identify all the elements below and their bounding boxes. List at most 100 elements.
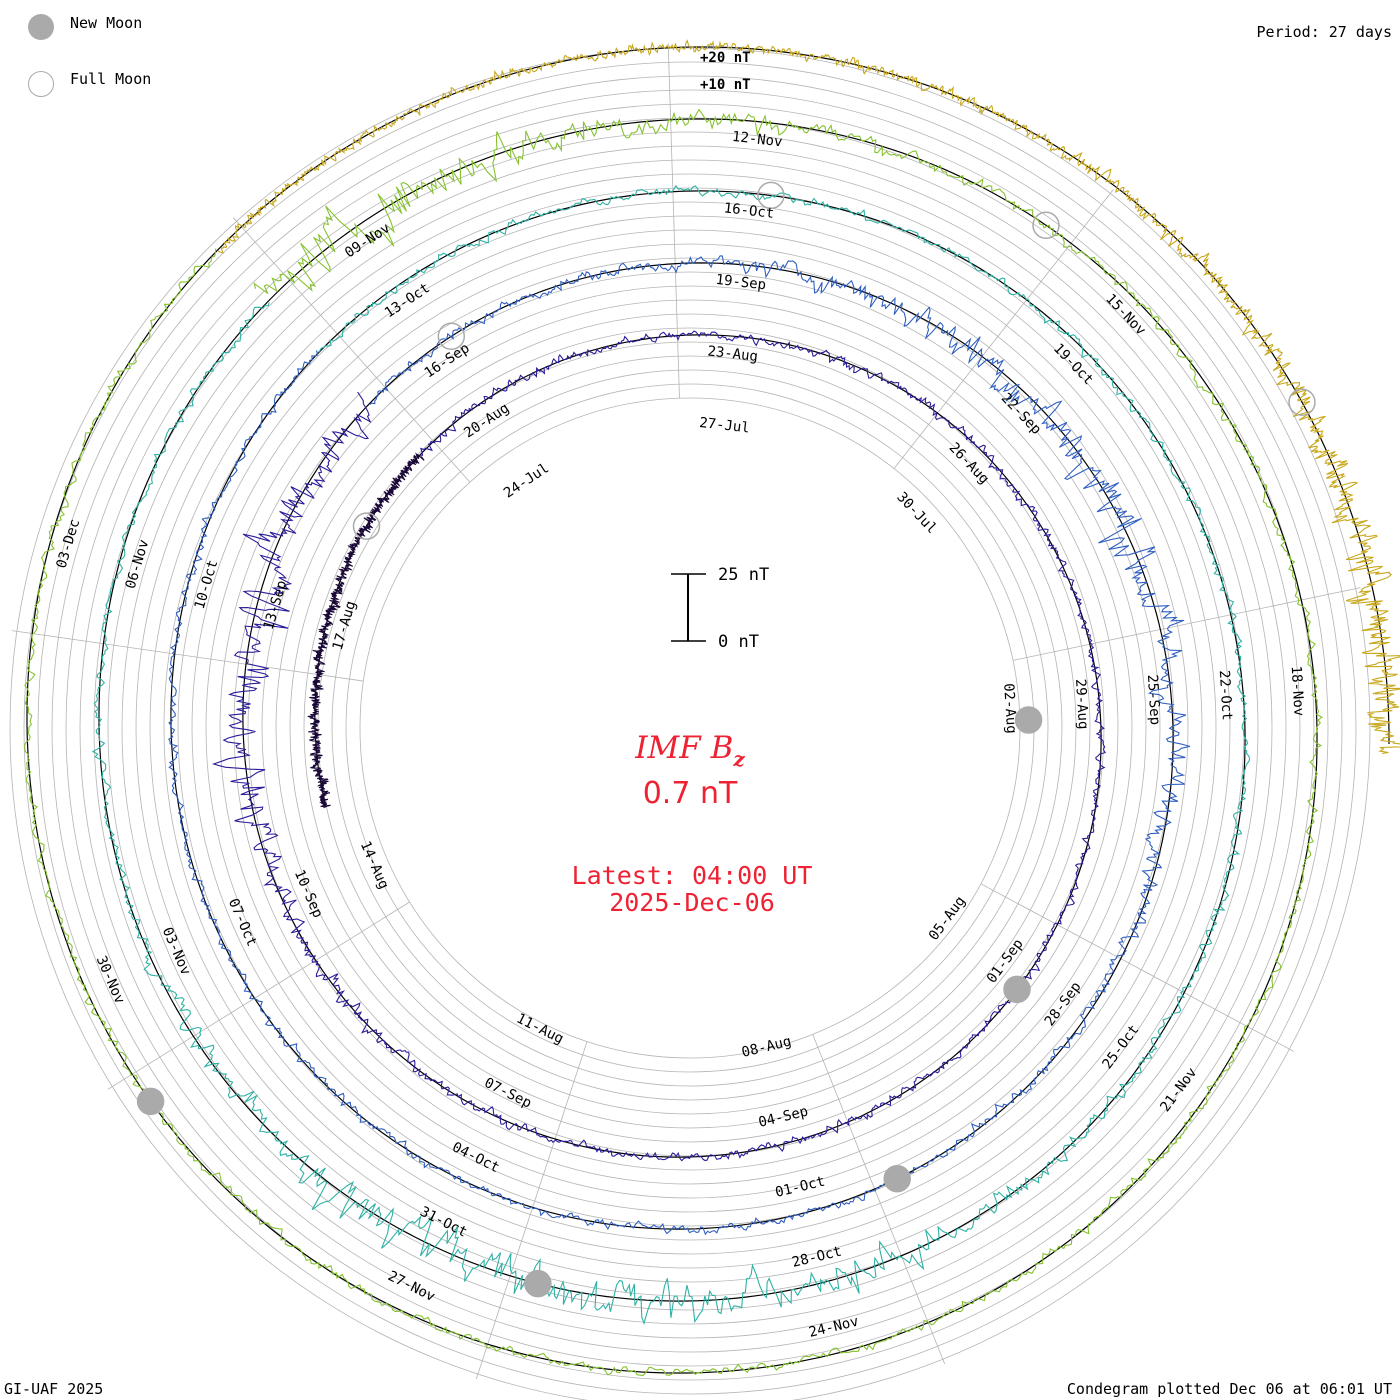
- latest-time: Latest: 04:00 UT: [572, 861, 813, 890]
- trace-rotation-4: [24, 108, 1324, 1377]
- imf-title: IMF Bz: [634, 730, 745, 771]
- grid-circle: [205, 243, 1175, 1213]
- moon-layer: [136, 181, 1316, 1298]
- center-text: IMF Bz 0.7 nT Latest: 04:00 UT 2025-Dec-…: [572, 730, 813, 917]
- date-label: 22-Sep: [998, 390, 1044, 438]
- date-label: 16-Oct: [723, 200, 775, 222]
- imf-title-main: IMF B: [634, 730, 733, 766]
- new-moon-label: New Moon: [70, 14, 143, 32]
- date-label: 30-Nov: [93, 954, 128, 1007]
- new-moon-marker: [136, 1087, 165, 1116]
- date-label: 20-Aug: [461, 400, 512, 441]
- scale-bar: 25 nT 0 nT: [671, 565, 769, 652]
- grid-circle: [275, 313, 1105, 1143]
- grid-layer: [9, 43, 1390, 1400]
- full-moon-marker: [1288, 388, 1316, 416]
- date-label: 01-Oct: [774, 1174, 827, 1201]
- grid-circle: [149, 187, 1231, 1269]
- date-label: 14-Aug: [357, 839, 392, 892]
- grid-circle: [163, 201, 1217, 1255]
- grid-spoke: [11, 630, 364, 682]
- latest-date: 2025-Dec-06: [609, 888, 775, 917]
- date-label: 06-Nov: [123, 538, 153, 591]
- new-moon-marker: [524, 1269, 552, 1298]
- date-label: 13-Oct: [382, 280, 433, 321]
- date-label: 10-Oct: [192, 558, 222, 611]
- new-moon-marker: [883, 1164, 911, 1193]
- date-label: 02-Aug: [1000, 683, 1019, 734]
- date-label: 29-Aug: [1072, 678, 1091, 729]
- date-label: 24-Nov: [807, 1314, 860, 1341]
- grid-circle: [135, 173, 1245, 1283]
- date-label: 28-Oct: [791, 1244, 844, 1271]
- date-label: 04-Oct: [449, 1139, 501, 1176]
- grid-spoke: [893, 189, 1114, 469]
- grid-spoke: [107, 901, 410, 1090]
- full-moon-marker: [437, 322, 466, 351]
- full-moon-icon: [28, 71, 54, 97]
- grid-circle: [345, 383, 1035, 1073]
- grid-spoke: [980, 883, 1295, 1052]
- date-label: 30-Jul: [893, 489, 939, 537]
- grid-spoke: [232, 217, 471, 483]
- period-label: Period: 27 days: [1256, 23, 1392, 41]
- ref-labels: +20 nT +10 nT: [700, 50, 751, 93]
- date-label: 12-Nov: [731, 129, 783, 151]
- grid-circle: [303, 341, 1077, 1115]
- imf-title-sub: z: [732, 747, 745, 771]
- date-label: 25-Sep: [1144, 674, 1163, 725]
- grid-circle: [289, 327, 1091, 1129]
- date-label: 15-Nov: [1102, 291, 1148, 339]
- ref-label-20: +20 nT: [700, 50, 751, 66]
- date-label: 19-Sep: [715, 272, 767, 294]
- full-moon-marker: [352, 512, 381, 540]
- new-moon-icon: [28, 14, 54, 40]
- grid-circle: [317, 355, 1063, 1101]
- new-moon-marker: [1014, 706, 1043, 734]
- footer-plotted: Condegram plotted Dec 06 at 06:01 UT: [1066, 1380, 1392, 1398]
- ref-label-10: +10 nT: [700, 77, 751, 93]
- full-moon-marker: [1032, 211, 1060, 240]
- grid-spoke: [475, 1041, 588, 1379]
- trace-rotation-3: [91, 184, 1251, 1325]
- grid-spoke: [1012, 587, 1361, 661]
- grid-circle: [261, 299, 1119, 1157]
- date-label: 22-Oct: [1216, 670, 1235, 721]
- date-label: 10-Sep: [291, 868, 326, 921]
- grid-circle: [247, 285, 1133, 1171]
- grid-circle: [51, 89, 1329, 1367]
- trace-rotation-1: [211, 330, 1107, 1162]
- grid-circle: [331, 369, 1049, 1087]
- grid-spoke: [812, 1034, 946, 1365]
- trace-rotation-5: [217, 39, 1400, 755]
- date-label: 05-Aug: [926, 893, 969, 943]
- grid-circle: [93, 131, 1287, 1325]
- grid-circle: [23, 61, 1357, 1395]
- trace-rotation-2: [168, 255, 1191, 1236]
- date-label: 11-Aug: [514, 1010, 566, 1047]
- grid-circle: [37, 75, 1343, 1381]
- trace-layer: [24, 39, 1400, 1377]
- scale-min-label: 0 nT: [718, 632, 759, 652]
- date-label: 03-Nov: [159, 925, 194, 978]
- grid-circle: [65, 103, 1315, 1353]
- grid-circle: [359, 397, 1021, 1059]
- date-label: 18-Nov: [1288, 665, 1307, 716]
- footer-credit: GI-UAF 2025: [4, 1380, 104, 1398]
- grid-spoke: [667, 43, 680, 399]
- full-moon-marker: [757, 181, 785, 210]
- grid-circle: [177, 215, 1203, 1241]
- trace-rotation-0: [307, 452, 425, 809]
- date-label: 27-Nov: [385, 1268, 437, 1305]
- grid-circle: [191, 229, 1189, 1227]
- imf-value: 0.7 nT: [643, 776, 738, 811]
- grid-circle: [107, 145, 1273, 1311]
- grid-circle: [9, 47, 1371, 1400]
- full-moon-label: Full Moon: [70, 70, 152, 88]
- date-label: 27-Jul: [698, 415, 750, 437]
- date-label: 08-Aug: [740, 1034, 793, 1061]
- date-label: 23-Aug: [707, 343, 759, 365]
- date-label: 24-Jul: [501, 460, 552, 501]
- new-moon-marker: [1003, 975, 1031, 1004]
